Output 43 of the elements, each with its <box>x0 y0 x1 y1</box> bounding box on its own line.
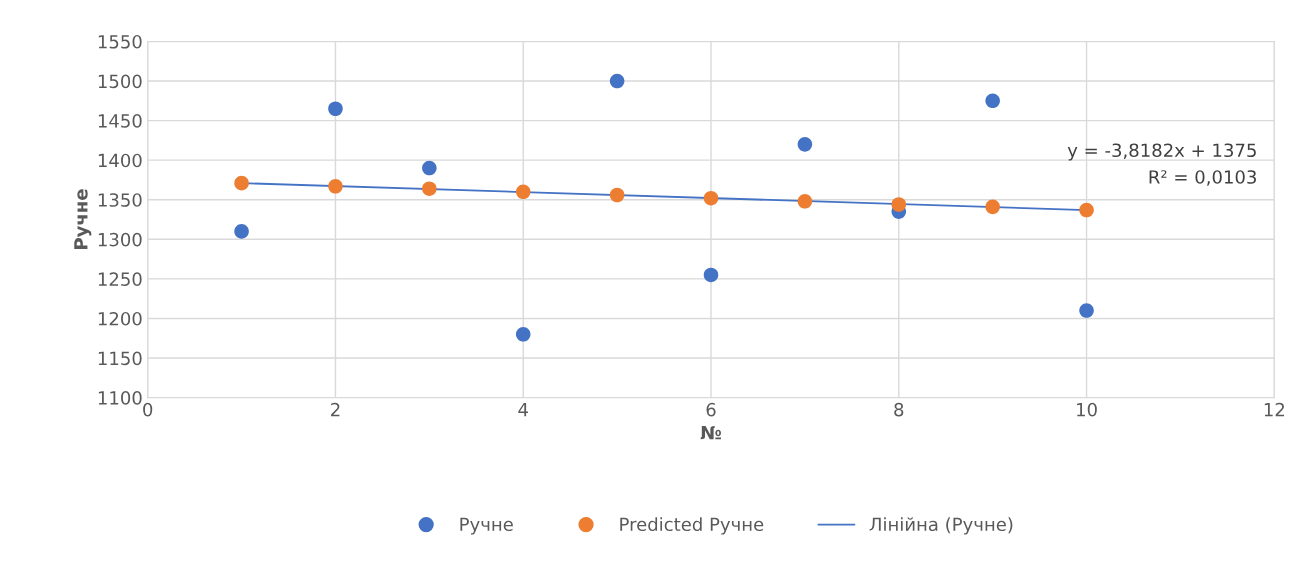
point <box>328 101 343 117</box>
x-tick-label: 12 <box>1264 402 1284 417</box>
point <box>891 197 907 212</box>
point <box>985 93 1000 109</box>
point <box>1079 303 1094 318</box>
y-tick-label: 1200 <box>98 311 142 326</box>
point <box>515 327 531 342</box>
point <box>609 187 625 203</box>
y-tick-label: 1450 <box>98 114 142 128</box>
annotation: y = -3,8182x + 1375 <box>1067 143 1256 161</box>
y-tick-label: 1300 <box>98 232 142 247</box>
y-axis-title: Ручне <box>74 189 92 249</box>
point <box>234 224 249 239</box>
point <box>515 184 531 200</box>
point <box>797 137 813 152</box>
x-tick-label: 0 <box>143 402 153 417</box>
annotation: R² = 0,0103 <box>1149 170 1256 186</box>
y-tick-label: 1350 <box>98 193 142 207</box>
legend-label: Predicted Ручне <box>620 517 764 535</box>
y-tick-label: 1250 <box>98 272 142 286</box>
point <box>609 73 625 89</box>
x-tick-label: 2 <box>331 402 340 417</box>
legend-label: Ручне <box>460 517 513 535</box>
point <box>797 194 813 209</box>
y-tick-label: 1500 <box>98 74 142 89</box>
point <box>234 175 249 191</box>
x-tick-label: 8 <box>894 402 904 417</box>
y-tick-label: 1550 <box>98 34 142 49</box>
point <box>422 181 437 196</box>
y-tick-label: 1150 <box>98 351 142 366</box>
point <box>985 199 1000 215</box>
x-tick-label: 10 <box>1077 402 1097 417</box>
point <box>1079 202 1094 218</box>
x-axis-title: № <box>700 426 721 440</box>
legend-label: Лінійна (Ручне) <box>869 517 1013 535</box>
y-tick-label: 1400 <box>98 153 142 168</box>
point <box>422 160 437 176</box>
x-tick-label: 6 <box>706 402 716 417</box>
x-tick-label: 4 <box>518 403 528 417</box>
y-tick-label: 1100 <box>98 391 142 405</box>
point <box>703 267 719 283</box>
point <box>703 190 719 206</box>
point <box>328 179 343 194</box>
